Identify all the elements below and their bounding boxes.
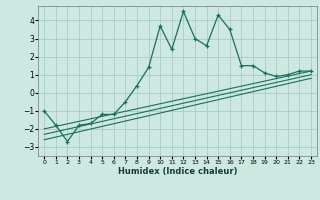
X-axis label: Humidex (Indice chaleur): Humidex (Indice chaleur): [118, 167, 237, 176]
